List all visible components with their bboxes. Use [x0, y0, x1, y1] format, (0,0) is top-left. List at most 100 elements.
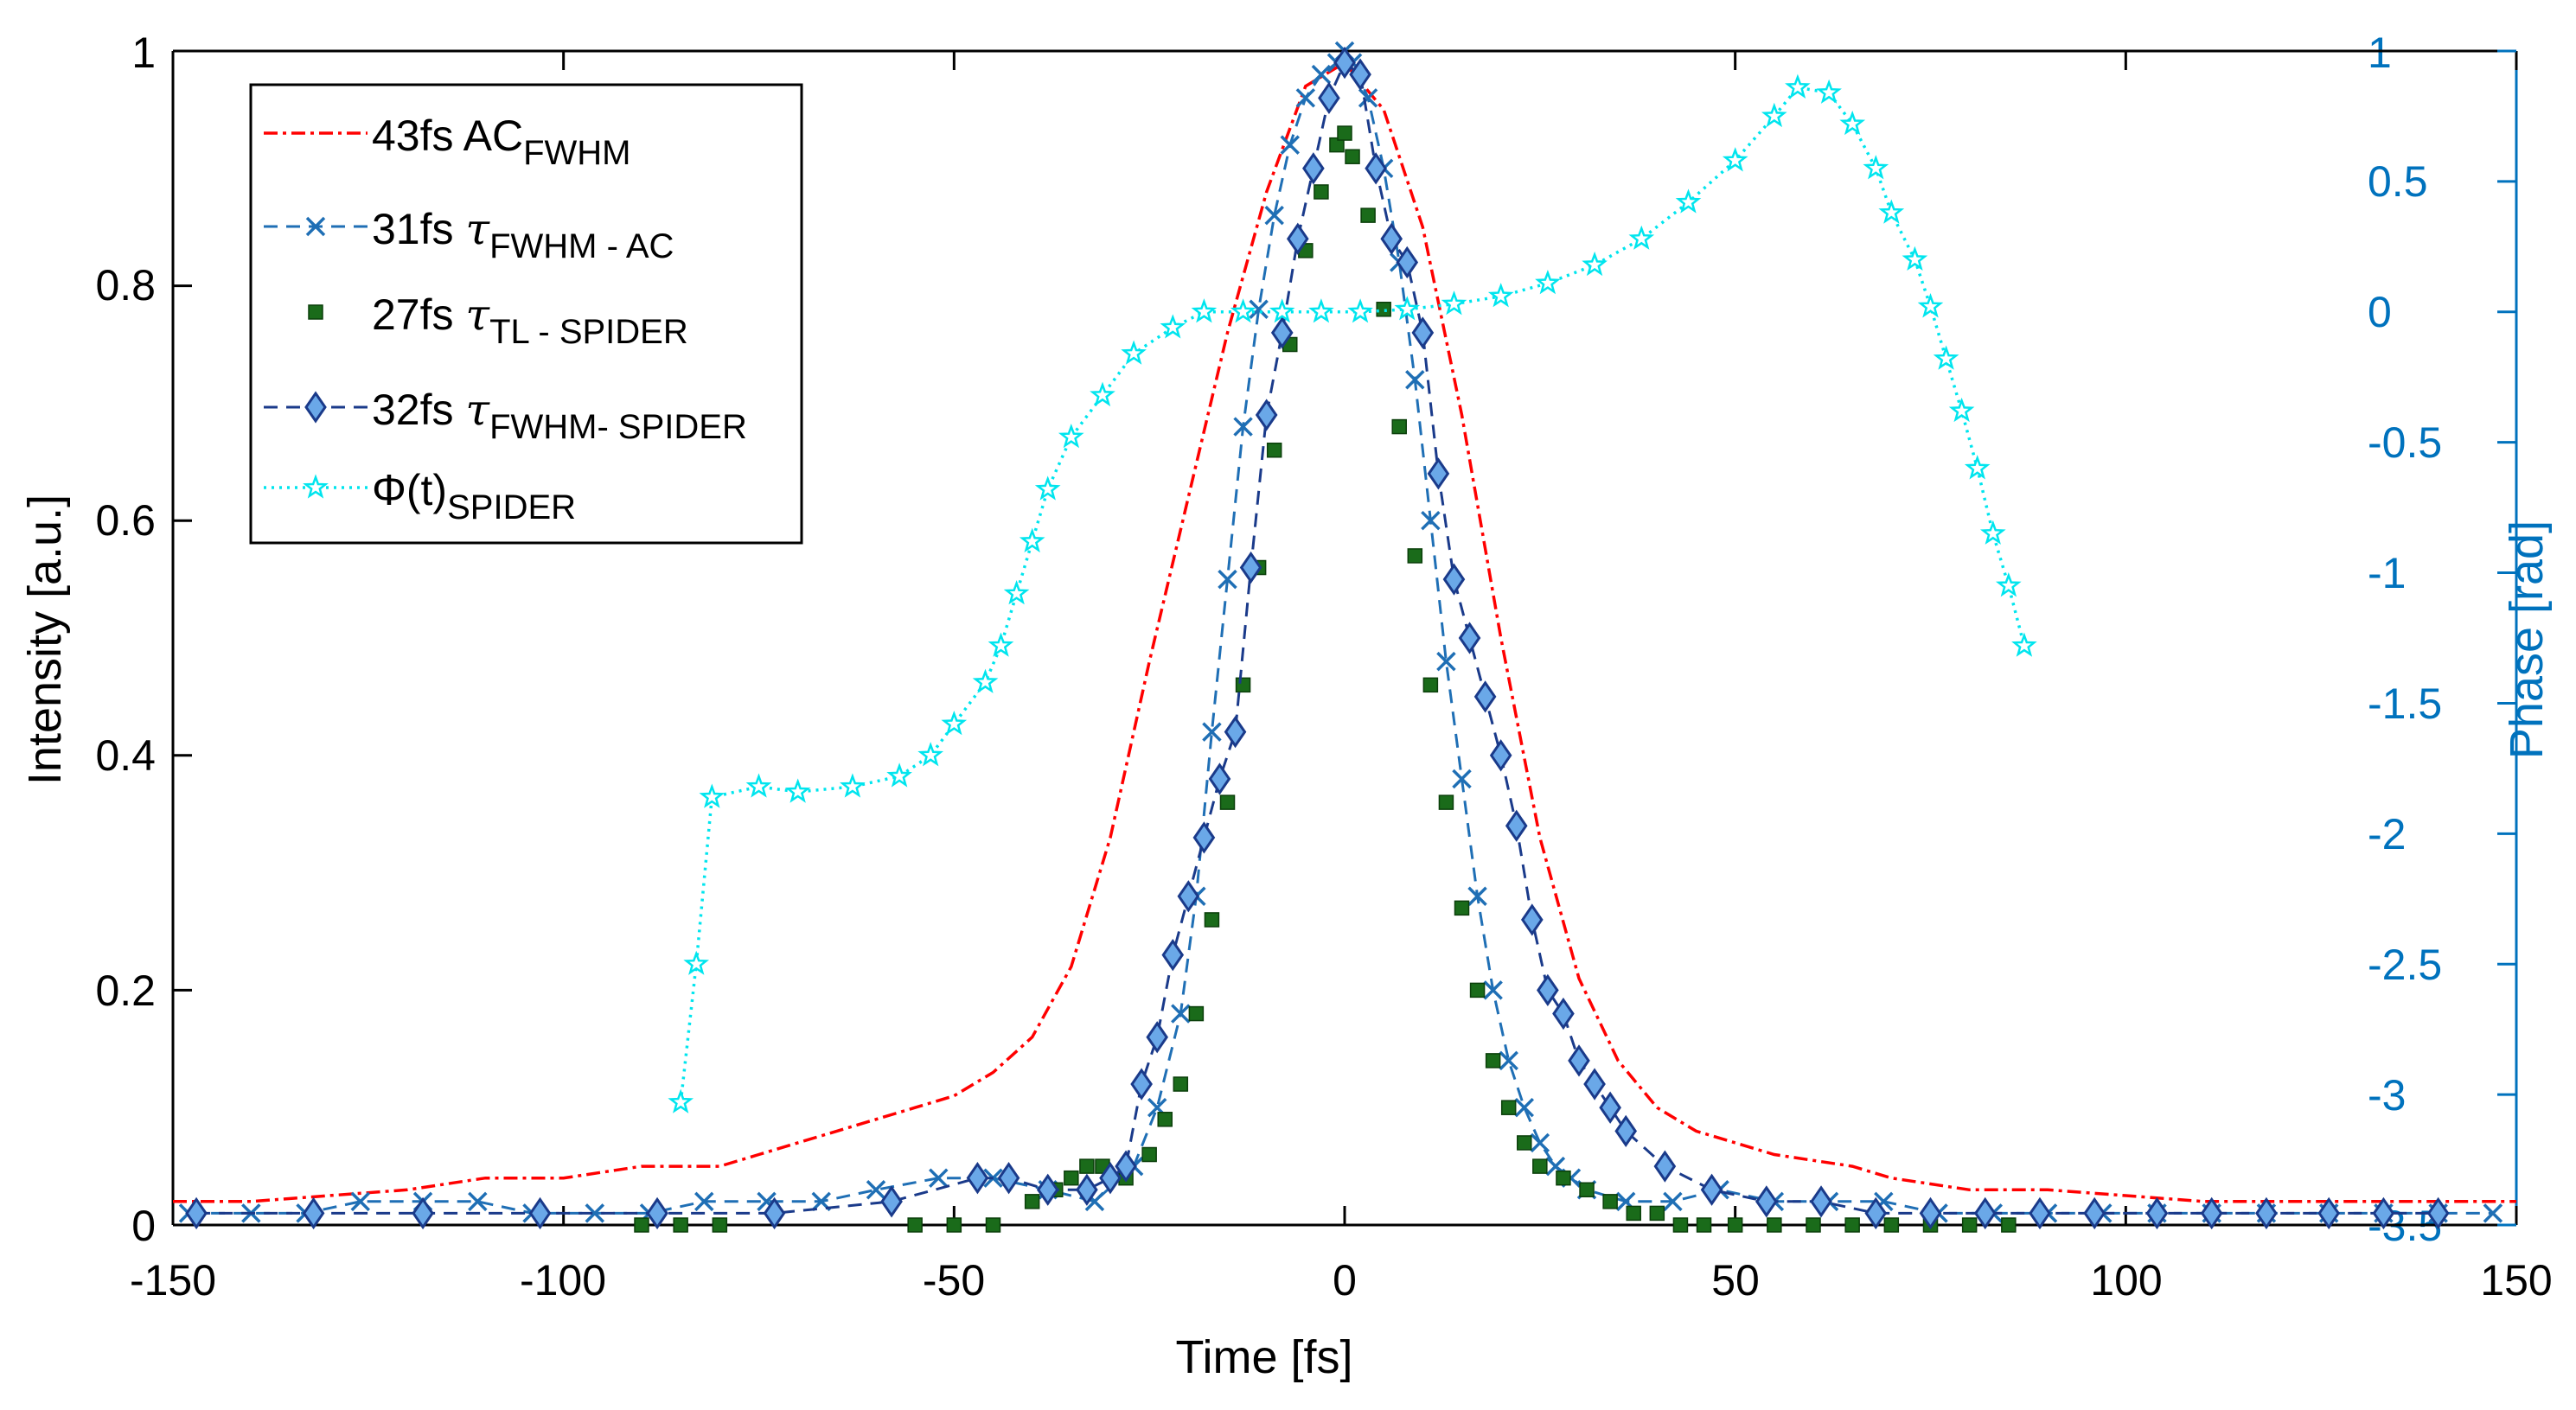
legend-entry-2: 27fs τTL - SPIDER: [372, 290, 688, 351]
y-tick-label: 0: [131, 1202, 156, 1250]
tau-fwhm-ac-point: [866, 1180, 886, 1200]
y-tick-label: 0.8: [95, 261, 156, 309]
tau-fwhm-spider-point: [1115, 1150, 1137, 1183]
tau-tl-spider-point: [1532, 1158, 1548, 1174]
phase-spider-point: [1582, 251, 1608, 277]
x-tick-label: -100: [520, 1256, 606, 1305]
tau-tl-spider-point: [673, 1217, 688, 1233]
y2-tick-labels: -3.5 -3 -2.5 -2 -1.5 -1 -0.5 0 0.5 1: [2368, 29, 2442, 1250]
phase-spider-line: [679, 86, 2026, 1103]
phase-spider-point: [988, 632, 1014, 657]
phase-spider-point: [1090, 381, 1115, 407]
tau-fwhm-ac-point: [1405, 370, 1425, 390]
y-tick-label: 0.4: [95, 731, 156, 780]
y2-tick-label: -3: [2368, 1071, 2406, 1120]
phase-spider-point: [886, 762, 912, 788]
phase-spider-point: [1394, 296, 1421, 321]
x-tick-label: 50: [1711, 1256, 1760, 1305]
tau-fwhm-ac-point: [1171, 1004, 1191, 1024]
phase-spider-point: [917, 742, 944, 767]
tau-fwhm-spider-point: [1537, 973, 1559, 1007]
phase-spider-point: [1675, 188, 1702, 214]
tau-fwhm-spider-point: [1411, 316, 1435, 349]
tau-fwhm-spider-legend-marker: [304, 391, 327, 424]
tau-fwhm-ac-point: [350, 1191, 371, 1212]
tau-fwhm-ac-point: [1280, 135, 1301, 155]
tau-fwhm-spider-point: [2372, 1196, 2395, 1230]
y2-tick-label: -2: [2368, 810, 2406, 858]
tau-tl-spider-point: [1314, 184, 1329, 200]
phase-spider-point: [1628, 225, 1655, 250]
tau-tl-spider-point: [907, 1217, 923, 1233]
tau-fwhm-spider-point: [1177, 880, 1200, 913]
tau-fwhm-spider-point: [1552, 997, 1575, 1030]
tau-fwhm-spider-point: [1130, 1068, 1153, 1101]
tau-tl-spider-point: [1517, 1135, 1532, 1151]
tau-tl-spider-point: [1961, 1217, 1978, 1233]
tau-fwhm-ac-point: [1514, 1097, 1535, 1118]
legend-entry-3: 32fs τFWHM- SPIDER: [372, 385, 747, 446]
legend-entry-4: Φ(t)SPIDER: [372, 466, 576, 526]
phase-spider-point: [668, 1088, 694, 1113]
tau-fwhm-spider-point: [1583, 1068, 1606, 1101]
tau-tl-spider-point: [946, 1217, 962, 1233]
phase-spider-point: [784, 778, 811, 803]
tau-fwhm-spider-point: [1442, 563, 1466, 596]
y2-tick-label: -1.5: [2368, 679, 2442, 728]
tau-fwhm-spider-point: [1427, 457, 1450, 490]
tau-fwhm-ac-point: [1233, 417, 1253, 437]
tau-fwhm-spider-point: [1099, 1162, 1122, 1195]
phase-spider-point: [745, 773, 772, 798]
tau-fwhm-spider-point: [2083, 1196, 2106, 1230]
y-tick-label: 1: [131, 29, 156, 77]
tau-fwhm-spider-point: [646, 1196, 668, 1230]
tau-tl-spider-point: [1407, 548, 1423, 564]
phase-spider-point: [1121, 340, 1147, 365]
tau-fwhm-spider-point: [1568, 1044, 1590, 1077]
tau-tl-spider-point: [1157, 1112, 1173, 1127]
tau-fwhm-spider-point: [1489, 739, 1512, 772]
tau-fwhm-spider-point: [1333, 46, 1356, 80]
tau-tl-spider-point: [1141, 1146, 1157, 1163]
tau-fwhm-ac-point: [1249, 299, 1269, 319]
phase-spider-point: [941, 711, 968, 736]
tau-fwhm-spider-point: [966, 1162, 989, 1195]
tau-fwhm-spider-point: [1302, 152, 1325, 185]
tau-fwhm-spider-point: [1973, 1196, 1997, 1230]
phase-spider-point: [1535, 270, 1561, 295]
tau-tl-spider-point: [1579, 1182, 1595, 1198]
tau-tl-spider-point: [1806, 1217, 1821, 1233]
phase-spider-point: [1917, 293, 1944, 318]
tau-fwhm-spider-point: [1505, 809, 1528, 842]
phase-spider-point: [2011, 632, 2037, 657]
phase-spider-point: [1816, 79, 1842, 104]
tau-fwhm-spider-point: [880, 1185, 903, 1218]
tau-tl-spider-point: [1602, 1194, 1618, 1209]
phase-spider-point: [1269, 298, 1295, 323]
tau-fwhm-spider-point: [1653, 1150, 1677, 1183]
tau-fwhm-spider-point: [2426, 1196, 2450, 1230]
phase-spider-point: [1878, 199, 1905, 224]
tau-fwhm-spider-point: [1380, 222, 1403, 255]
tau-tl-spider-point: [1173, 1076, 1189, 1092]
phase-spider-point: [1230, 298, 1256, 323]
phase-spider-point: [1058, 423, 1084, 449]
tau-tl-spider-point: [1438, 794, 1454, 810]
tau-fwhm-spider-point: [1396, 246, 1419, 279]
legend-entry-0: 43fs ACFWHM: [372, 112, 631, 172]
x-tick-label: 150: [2480, 1256, 2552, 1305]
y-tick-label: 0.6: [95, 496, 156, 545]
x-axis-label: Time [fs]: [1175, 1331, 1352, 1383]
phase-spider-point: [1863, 155, 1889, 180]
tau-fwhm-ac-point: [468, 1191, 488, 1212]
tau-tl-spider-point: [2001, 1217, 2017, 1233]
tau-fwhm-spider-point: [1365, 152, 1387, 185]
tau-tl-spider-point: [1329, 137, 1345, 153]
tau-fwhm-spider-point: [1161, 939, 1185, 972]
x-tick-label: -50: [923, 1256, 985, 1305]
tau-fwhm-spider-point: [1810, 1185, 1832, 1218]
tau-tl-spider-point: [1391, 418, 1407, 435]
tau-fwhm-spider-point: [1473, 680, 1497, 713]
tau-tl-spider-point: [634, 1217, 649, 1233]
phase-spider-point: [1722, 147, 1748, 172]
